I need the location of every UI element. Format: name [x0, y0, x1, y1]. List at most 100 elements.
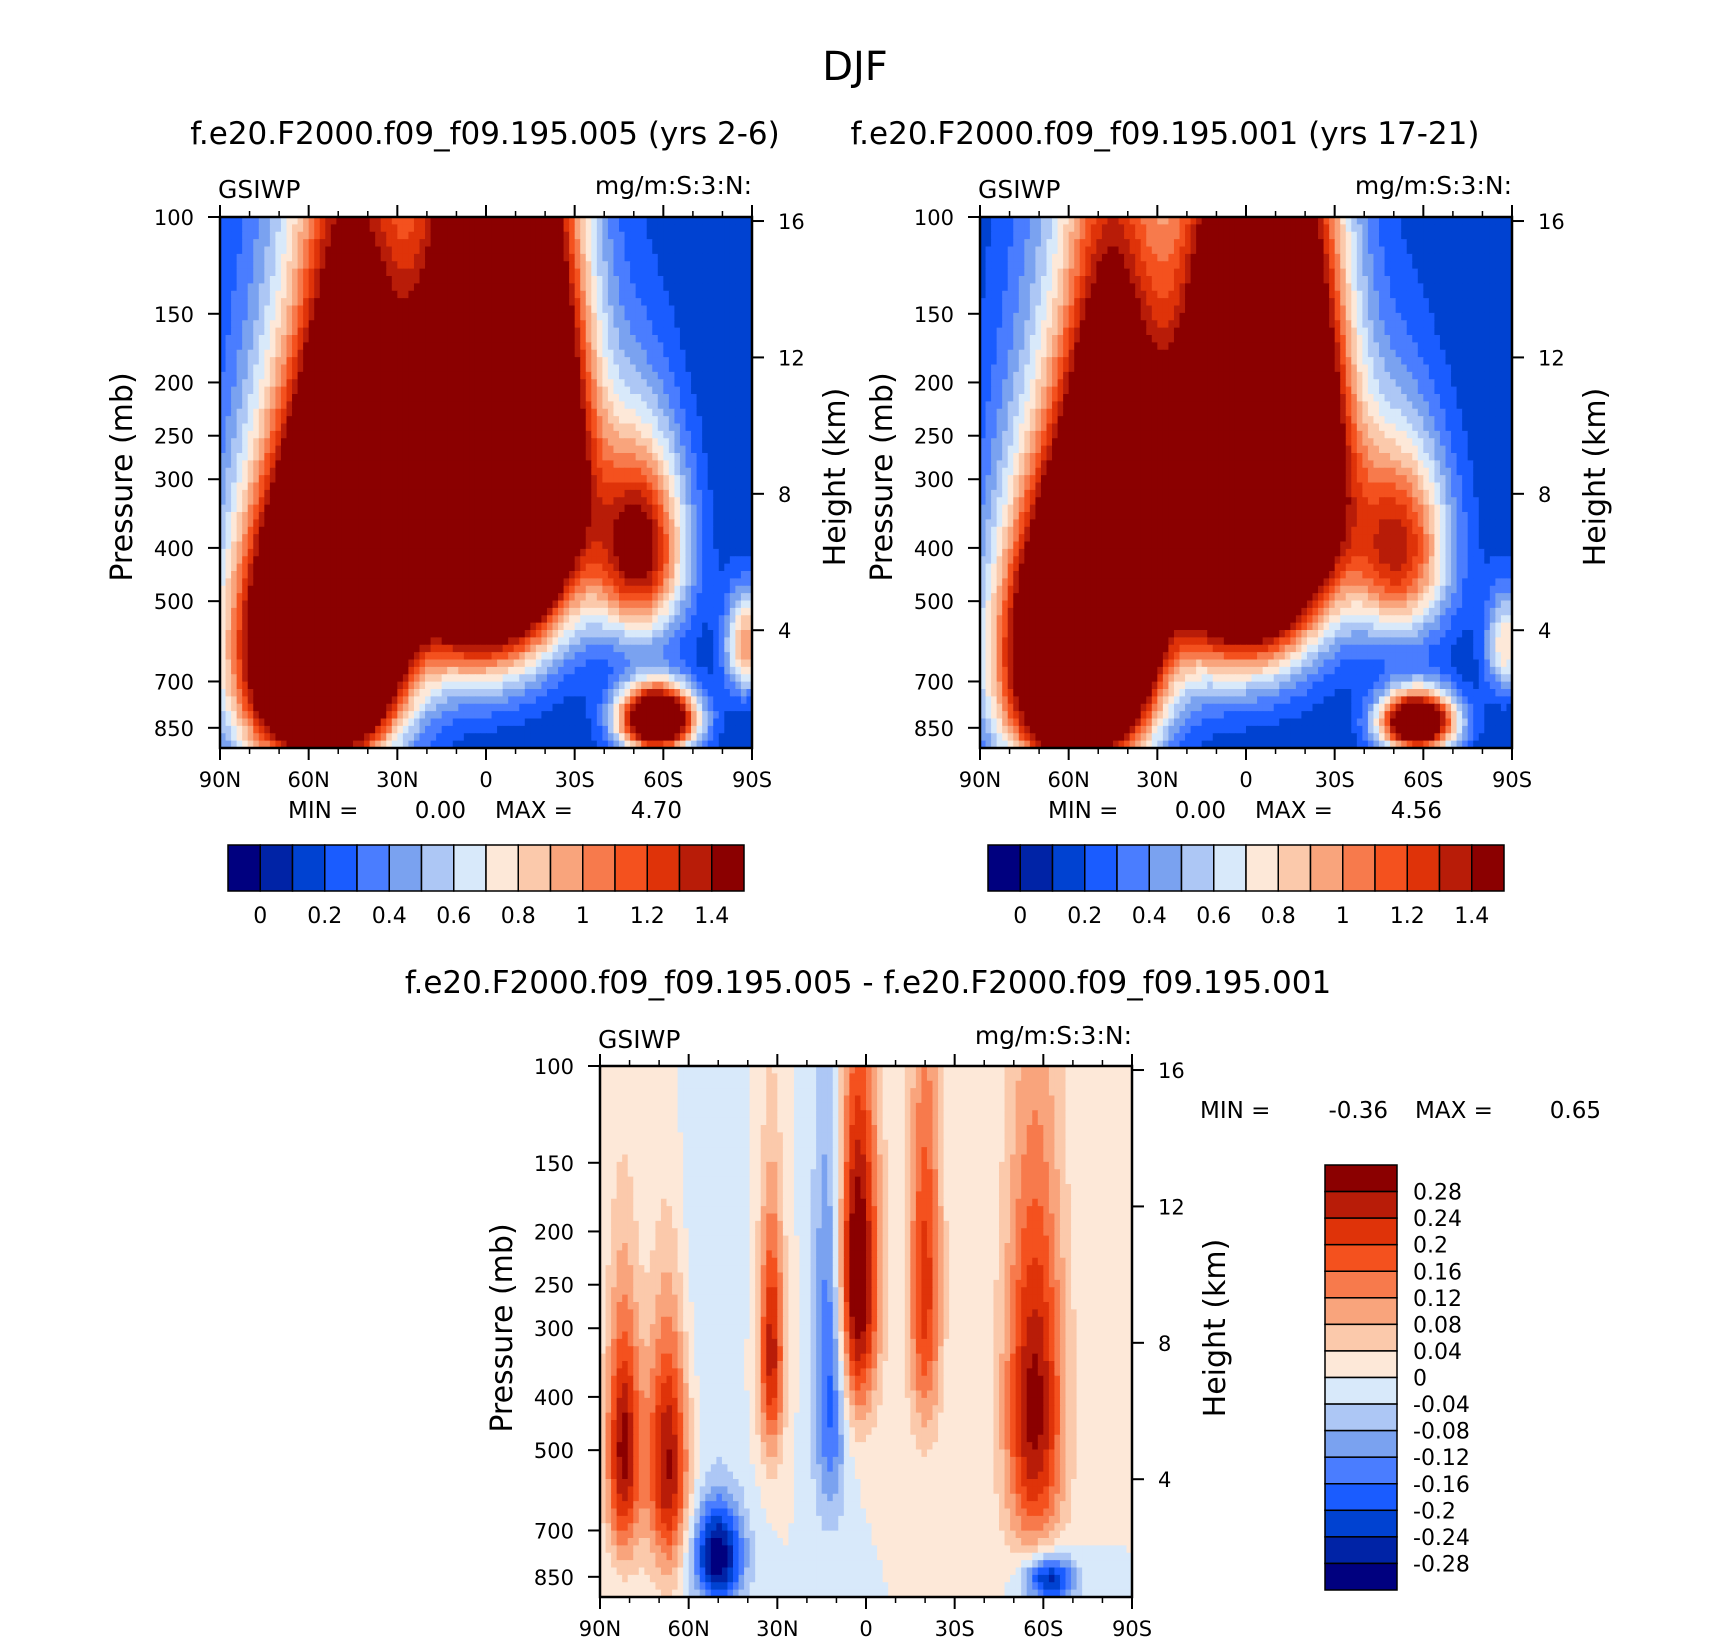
field-cell: [713, 342, 719, 350]
field-cell: [669, 365, 675, 373]
field-cell: [447, 254, 453, 262]
field-cell: [464, 357, 470, 365]
field-cell: [519, 328, 525, 336]
field-cell: [613, 306, 619, 314]
field-cell: [436, 232, 442, 240]
field-cell: [453, 342, 459, 350]
field-cell: [292, 283, 298, 291]
field-cell: [414, 298, 420, 306]
field-cell: [658, 247, 664, 255]
field-cell: [309, 306, 315, 314]
field-cell: [564, 276, 570, 284]
field-cell: [608, 269, 614, 277]
field-cell: [647, 298, 653, 306]
field-cell: [719, 276, 725, 284]
field-cell: [436, 365, 442, 373]
field-cell: [359, 269, 365, 277]
field-cell: [492, 254, 498, 262]
field-cell: [325, 335, 331, 343]
field-cell: [353, 306, 359, 314]
field-cell: [730, 365, 736, 373]
field-cell: [298, 298, 304, 306]
field-cell: [558, 306, 564, 314]
field-cell: [630, 298, 636, 306]
field-cell: [331, 247, 337, 255]
field-cell: [503, 365, 509, 373]
field-cell: [580, 357, 586, 365]
field-cell: [353, 224, 359, 232]
field-cell: [303, 313, 309, 321]
field-cell: [442, 298, 448, 306]
field-cell: [353, 298, 359, 306]
field-cell: [248, 247, 254, 255]
field-cell: [613, 269, 619, 277]
field-cell: [647, 372, 653, 380]
field-cell: [658, 372, 664, 380]
field-cell: [575, 298, 581, 306]
field-cell: [647, 357, 653, 365]
field-cell: [231, 261, 237, 269]
field-cell: [264, 283, 270, 291]
field-cell: [719, 283, 725, 291]
field-cell: [680, 328, 686, 336]
field-cell: [259, 306, 265, 314]
field-cell: [253, 306, 259, 314]
field-cell: [486, 254, 492, 262]
field-cell: [697, 342, 703, 350]
field-cell: [420, 365, 426, 373]
field-cell: [730, 350, 736, 358]
field-cell: [475, 283, 481, 291]
field-cell: [508, 232, 514, 240]
field-cell: [558, 357, 564, 365]
field-cell: [636, 372, 642, 380]
field-cell: [702, 357, 708, 365]
field-cell: [686, 247, 692, 255]
field-cell: [359, 365, 365, 373]
field-cell: [347, 239, 353, 247]
field-cell: [669, 254, 675, 262]
field-cell: [702, 365, 708, 373]
field-cell: [353, 313, 359, 321]
field-cell: [691, 239, 697, 247]
field-cell: [364, 365, 370, 373]
field-cell: [702, 372, 708, 380]
field-cell: [564, 247, 570, 255]
field-cell: [331, 298, 337, 306]
field-cell: [347, 320, 353, 328]
field-cell: [608, 306, 614, 314]
field-cell: [408, 261, 414, 269]
field-cell: [453, 239, 459, 247]
field-cell: [613, 247, 619, 255]
field-cell: [536, 357, 542, 365]
field-cell: [231, 335, 237, 343]
field-cell: [480, 320, 486, 328]
field-cell: [331, 320, 337, 328]
field-cell: [658, 254, 664, 262]
field-cell: [686, 269, 692, 277]
field-cell: [630, 335, 636, 343]
field-cell: [536, 372, 542, 380]
field-cell: [414, 261, 420, 269]
field-cell: [425, 320, 431, 328]
field-cell: [259, 350, 265, 358]
field-cell: [408, 320, 414, 328]
field-cell: [669, 328, 675, 336]
field-cell: [586, 306, 592, 314]
field-cell: [331, 365, 337, 373]
field-cell: [625, 269, 631, 277]
field-cell: [680, 232, 686, 240]
field-cell: [392, 342, 398, 350]
field-cell: [492, 320, 498, 328]
field-cell: [613, 342, 619, 350]
field-cell: [375, 379, 381, 387]
field-cell: [375, 261, 381, 269]
field-cell: [464, 247, 470, 255]
field-cell: [453, 254, 459, 262]
field-cell: [602, 283, 608, 291]
field-cell: [719, 335, 725, 343]
field-cell: [353, 232, 359, 240]
field-cell: [674, 335, 680, 343]
field-cell: [436, 372, 442, 380]
field-cell: [259, 379, 265, 387]
field-cell: [586, 357, 592, 365]
